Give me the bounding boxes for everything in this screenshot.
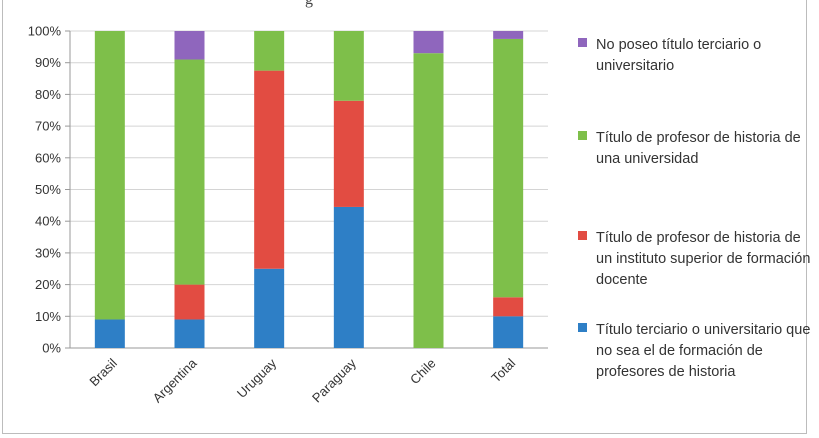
bar-segment (174, 59, 205, 285)
bar-segment (94, 31, 125, 320)
x-tick-label: Uruguay (234, 355, 280, 401)
legend-swatch (578, 38, 587, 47)
bar-segment (174, 31, 205, 60)
y-tick-label: 70% (35, 119, 61, 134)
legend: No poseo título terciario o universitari… (578, 0, 813, 430)
y-tick-label: 20% (35, 277, 61, 292)
x-tick-label: Brasil (86, 355, 120, 389)
legend-swatch (578, 131, 587, 140)
y-tick-label: 40% (35, 214, 61, 229)
x-axis-ticks: Brasil Argentina Uruguay Paraguay Chile Total (86, 355, 518, 406)
bar-segment (333, 31, 364, 101)
bar-segment (254, 31, 285, 71)
bar-segment (333, 100, 364, 207)
legend-label: No poseo título terciario o universitari… (596, 37, 762, 74)
y-axis-ticks: 0% 10% 20% 30% 40% 50% 60% 70% 80% 90% 100% (28, 24, 62, 356)
cropped-caption-text: g (305, 0, 313, 9)
bar-segment (493, 316, 524, 348)
legend-swatch (578, 231, 587, 240)
bar-segment (493, 297, 524, 317)
bar-segment (493, 38, 524, 298)
y-tick-label: 0% (42, 341, 61, 356)
bar-segment (174, 319, 205, 348)
y-tick-label: 10% (35, 309, 61, 324)
gridlines (65, 30, 548, 349)
y-tick-label: 30% (35, 245, 61, 260)
bar-segment (333, 206, 364, 348)
chart-frame (2, 0, 807, 434)
y-tick-label: 50% (35, 182, 61, 197)
bar-segment (254, 70, 285, 269)
x-tick-label: Paraguay (309, 355, 359, 405)
legend-label: Título de profesor de historia de una un… (596, 130, 801, 167)
bar-segment (94, 319, 125, 348)
x-tick-label: Argentina (150, 355, 201, 406)
y-tick-label: 60% (35, 150, 61, 165)
legend-swatch (578, 323, 587, 332)
x-tick-label: Chile (407, 356, 439, 388)
bars (94, 31, 524, 348)
x-tick-label: Total (488, 355, 518, 385)
bar-segment (493, 31, 524, 39)
y-tick-label: 100% (28, 24, 62, 39)
bar-segment (254, 268, 285, 348)
y-tick-label: 80% (35, 87, 61, 102)
bar-segment (413, 53, 444, 348)
legend-label: Título de profesor de historia de un ins… (596, 230, 811, 288)
legend-label: Título terciario o universitario que no … (596, 322, 811, 380)
bar-segment (413, 31, 444, 54)
bar-segment (174, 284, 205, 320)
y-tick-label: 90% (35, 55, 61, 70)
